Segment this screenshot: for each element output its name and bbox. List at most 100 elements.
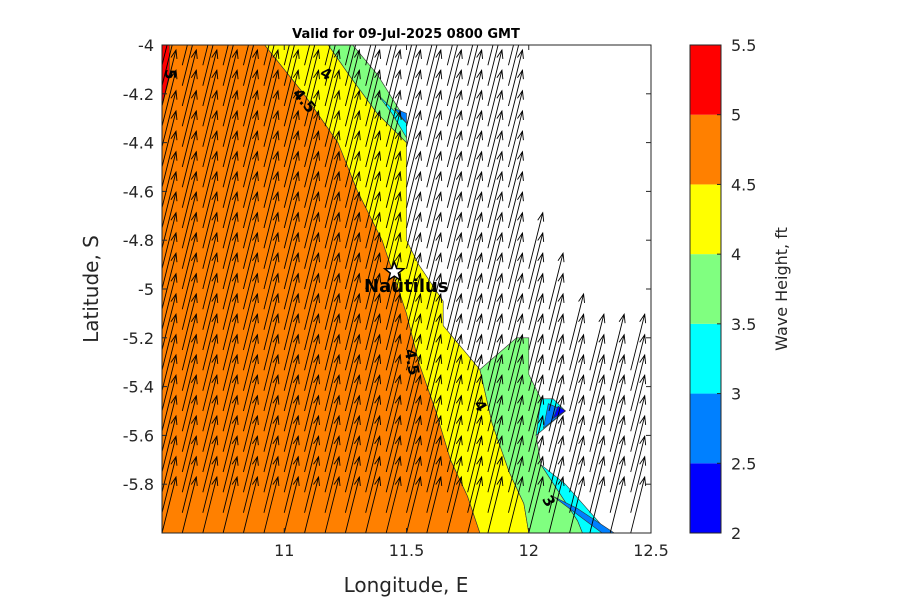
wind-vector [467,45,479,86]
wind-vector [181,434,198,493]
wind-vector [467,129,484,188]
wind-vector [385,48,402,107]
wind-vector [487,89,504,147]
wind-vector [467,353,484,412]
wind-vector [181,455,198,513]
contour-label: 5 [161,69,179,79]
y-tick-label: -5.4 [123,378,154,397]
wind-vector [324,373,341,432]
wind-vector [385,45,392,66]
wind-vector [181,414,198,473]
wind-vector [589,333,606,391]
wind-vector [202,45,209,66]
contour-region-3-3_5 [376,93,407,139]
wind-vector [263,312,280,371]
wind-vector [426,333,443,391]
wind-vector [406,333,422,391]
wind-vector [222,373,239,432]
wind-vector [242,190,259,249]
wind-vector [162,129,178,188]
wind-vector [589,312,606,371]
wind-vector [508,333,524,391]
wind-vector [365,272,382,330]
x-axis: 11 11.5 12 12.5 [274,45,669,560]
wind-vector [569,373,585,432]
wind-vector [446,150,463,208]
wind-vector [283,353,300,412]
wind-vector [467,251,484,310]
wind-vector [242,109,259,168]
wind-vector [162,272,178,330]
wind-vector [222,231,239,290]
wind-vector [324,353,341,412]
wind-vector [487,394,504,452]
wind-vector [446,45,458,86]
wind-vector [426,211,443,269]
y-tick-label: -4.8 [123,231,154,250]
wind-vector [426,109,443,168]
wind-vector [406,129,422,188]
wind-vector [508,231,524,290]
wind-vector [365,475,382,533]
wind-vector [406,394,422,452]
wind-vector [487,48,504,107]
wind-vector [508,394,524,452]
colorbar-segment [690,114,721,185]
wind-vector [467,170,484,229]
wind-vector [365,231,382,290]
wind-vector [446,272,463,330]
contour-label: 4.5 [401,347,423,376]
wind-vector [385,414,402,473]
wind-vector [385,292,402,351]
wind-vector [162,434,178,493]
wind-vector [162,231,178,290]
wind-vector [426,272,443,330]
wind-vector [446,48,463,107]
wind-vector [426,89,443,147]
wind-vector [344,475,361,533]
wind-vector [487,414,504,473]
wind-vector [202,333,219,391]
wind-vector [242,455,259,513]
wind-vector [508,312,524,371]
wind-vector [426,129,443,188]
wind-vector [569,394,585,452]
wind-vector [589,455,606,513]
wind-vector [487,434,504,493]
wind-vector [181,251,198,310]
wind-vector [344,170,361,229]
wind-vector [528,373,545,432]
wind-vector [304,373,320,432]
wind-vector [385,394,402,452]
wind-vector [508,45,520,86]
wind-vector [222,45,229,66]
wind-vector [181,45,193,86]
wind-vector [222,312,239,371]
wind-vector [283,251,300,310]
wind-vector [385,373,402,432]
wind-vector [467,190,484,249]
wind-vector [202,170,219,229]
wind-vector [324,455,341,513]
wind-vector [181,353,198,412]
station-marker: Nautilus [364,259,449,297]
wind-vector [222,45,234,86]
wind-vector [487,455,504,513]
wind-vector [324,109,341,168]
wind-vector [283,129,300,188]
wind-vector [487,170,504,229]
wind-vector [202,312,219,371]
colorbar-tick-label: 5 [731,106,741,125]
wind-vector [162,48,178,107]
colorbar-segment [690,45,721,115]
wind-vector [487,333,504,391]
wind-vector [324,414,341,473]
wind-vector [222,109,239,168]
wind-vector [181,48,198,107]
wind-vector [508,109,524,168]
wind-vector [324,292,341,351]
wind-vector [283,333,300,391]
wind-vector [548,434,565,493]
wind-vector [263,272,280,330]
wind-vector [548,475,565,533]
